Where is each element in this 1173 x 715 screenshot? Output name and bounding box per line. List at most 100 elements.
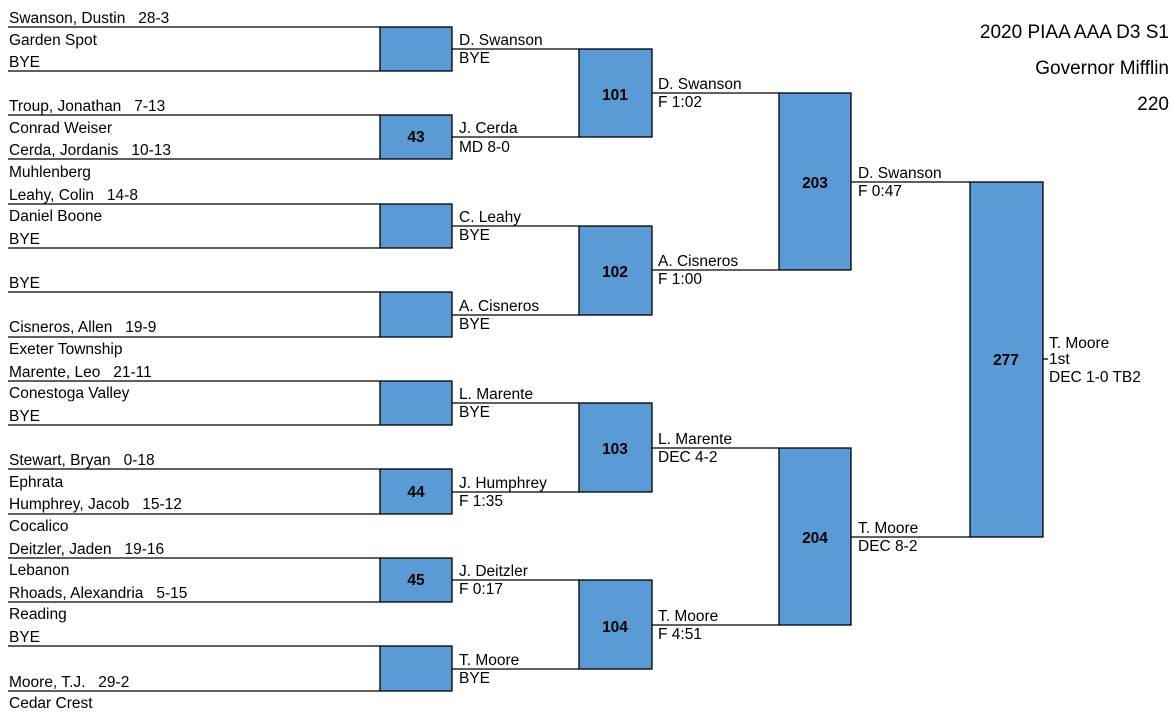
match-result: F 1:02 [658,94,702,111]
wrestler-name: Cisneros, Allen 19-9 [9,319,156,336]
bout-box[interactable] [379,26,453,72]
wrestler-name: Rhoads, Alexandria 5-15 [9,585,187,602]
winner-name: A. Cisneros [459,298,539,315]
bout-box[interactable] [778,92,852,271]
wrestler-school: Conrad Weiser [9,120,112,137]
winner-name: T. Moore [658,608,718,625]
wrestler-school: Cedar Crest [9,695,93,712]
semifinal-bout-204: 204 L. Marente DEC 4-2 T. Moore F 4:51 [652,431,852,643]
match-result: F 4:51 [658,626,702,643]
bout-number: 44 [407,484,425,501]
first-round-bout-5: Marente, Leo 21-11 Conestoga Valley BYE [8,364,453,426]
champion-place: 1st [1049,351,1070,368]
wrestler-school: Exeter Township [9,341,122,358]
wrestler-name: BYE [9,275,40,292]
bout-box[interactable] [379,380,453,426]
bout-number: 45 [407,572,425,589]
match-result: F 0:17 [459,581,503,598]
wrestler-name: BYE [9,629,40,646]
champion-name: T. Moore [1049,335,1109,352]
wrestler-name: Marente, Leo 21-11 [9,364,152,381]
wrestler-name: Moore, T.J. 29-2 [9,674,129,691]
first-round-bout-3: Leahy, Colin 14-8 Daniel Boone BYE [8,187,453,249]
bracket-title-line3: 220 [1137,94,1169,115]
bout-box[interactable] [969,181,1044,538]
wrestler-name: BYE [9,231,40,248]
bracket-title-line2: Governor Mifflin [1035,58,1169,79]
match-result: BYE [459,670,490,687]
bout-box[interactable] [578,579,653,670]
match-result: MD 8-0 [459,139,510,156]
match-result: F 1:00 [658,271,702,288]
bout-box[interactable] [379,557,453,603]
bout-box[interactable] [778,447,852,626]
wrestler-name: Stewart, Bryan 0-18 [9,452,155,469]
wrestler-name: BYE [9,408,40,425]
bout-number: 277 [993,352,1019,369]
wrestler-school: Reading [9,606,67,623]
winner-name: T. Moore [459,652,519,669]
match-result: BYE [459,316,490,333]
match-result: BYE [459,50,490,67]
wrestler-school: Daniel Boone [9,208,102,225]
bout-box[interactable] [578,402,653,493]
wrestler-school: Garden Spot [9,32,98,49]
wrestler-name: Troup, Jonathan 7-13 [9,98,165,115]
match-result: DEC 8-2 [858,538,917,555]
quarterfinal-bout-103: 103 L. Marente BYE J. Humphrey F 1:35 [452,386,653,510]
bout-number: 43 [407,129,425,146]
winner-name: L. Marente [658,431,732,448]
quarterfinal-bout-102: 102 C. Leahy BYE A. Cisneros BYE [452,209,653,333]
bout-box[interactable] [379,645,453,692]
bout-box[interactable] [379,291,453,338]
match-result: DEC 4-2 [658,449,717,466]
winner-name: C. Leahy [459,209,521,226]
bout-number: 204 [802,530,828,547]
semifinal-bout-203: 203 D. Swanson F 1:02 A. Cisneros F 1:00 [652,76,852,288]
champion-result-text: DEC 1-0 TB2 [1049,369,1141,386]
wrestler-name: Cerda, Jordanis 10-13 [9,142,171,159]
final-bout-277: 277 D. Swanson F 0:47 T. Moore DEC 8-2 [851,165,1044,555]
first-round-bout-8: BYE Moore, T.J. 29-2 Cedar Crest [8,629,453,712]
quarterfinal-bout-104: 104 J. Deitzler F 0:17 T. Moore BYE [452,563,653,687]
wrestler-school: Lebanon [9,562,69,579]
bout-box[interactable] [379,468,453,515]
winner-name: J. Cerda [459,120,518,137]
wrestler-school: Cocalico [9,518,68,535]
quarterfinal-bout-101: 101 D. Swanson BYE J. Cerda MD 8-0 [452,32,653,156]
wrestler-name: Leahy, Colin 14-8 [9,187,138,204]
wrestler-school: Conestoga Valley [9,385,130,402]
match-result: BYE [459,227,490,244]
match-result: BYE [459,404,490,421]
wrestler-name: BYE [9,54,40,71]
wrestler-name: Humphrey, Jacob 15-12 [9,496,182,513]
wrestler-school: Ephrata [9,474,64,491]
wrestler-school: Muhlenberg [9,164,91,181]
bout-number: 101 [602,87,628,104]
bout-box[interactable] [379,114,453,160]
winner-name: J. Deitzler [459,563,528,580]
winner-name: T. Moore [858,520,918,537]
match-result: F 0:47 [858,183,902,200]
winner-name: A. Cisneros [658,253,738,270]
bout-number: 203 [802,175,828,192]
first-round-bout-1: Swanson, Dustin 28-3 Garden Spot BYE [8,10,453,72]
first-round-bout-4: BYE Cisneros, Allen 19-9 Exeter Township [8,275,453,358]
winner-name: L. Marente [459,386,533,403]
winner-name: D. Swanson [459,32,543,49]
winner-name: J. Humphrey [459,475,547,492]
wrestler-name: Deitzler, Jaden 19-16 [9,541,164,558]
bout-number: 102 [602,264,628,281]
wrestler-name: Swanson, Dustin 28-3 [9,10,169,27]
winner-name: D. Swanson [858,165,942,182]
match-result: F 1:35 [459,493,503,510]
winner-name: D. Swanson [658,76,742,93]
bout-number: 103 [602,441,628,458]
first-round-bout-45: 45 Deitzler, Jaden 19-16 Lebanon Rhoads,… [8,541,453,623]
first-round-bout-44: 44 Stewart, Bryan 0-18 Ephrata Humphrey,… [8,452,453,535]
bout-box[interactable] [578,48,653,138]
bout-box[interactable] [379,203,453,249]
bracket-title-line1: 2020 PIAA AAA D3 S1 [980,22,1169,43]
bout-number: 104 [602,619,628,636]
